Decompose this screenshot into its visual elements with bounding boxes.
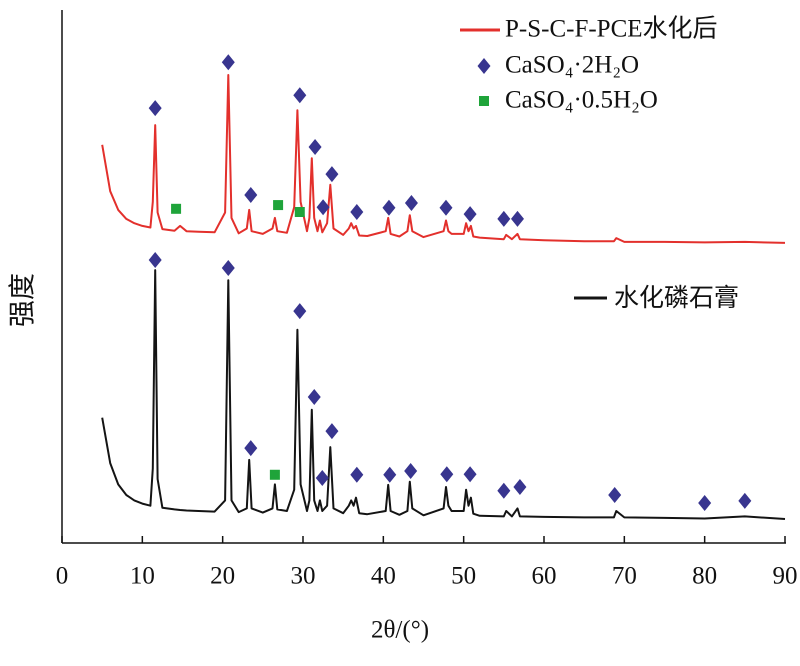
marker-diamond (315, 469, 329, 486)
marker-diamond (738, 492, 752, 509)
marker-diamond (244, 440, 258, 457)
marker-diamond (221, 54, 235, 71)
marker-diamond (463, 206, 477, 223)
marker-diamond (463, 466, 477, 483)
x-tick-label: 30 (291, 563, 316, 590)
marker-diamond (350, 466, 364, 483)
marker-diamond (497, 210, 511, 227)
x-tick-label: 70 (612, 563, 637, 590)
marker-square (479, 96, 489, 106)
marker-diamond (293, 87, 307, 104)
marker-diamond (513, 479, 527, 496)
marker-diamond (404, 194, 418, 211)
legend-label: P-S-C-F-PCE水化后 (505, 15, 718, 43)
marker-diamond (477, 58, 491, 74)
marker-diamond (404, 463, 418, 480)
marker-square (171, 203, 182, 214)
x-tick-label: 0 (56, 563, 69, 590)
marker-diamond (698, 495, 712, 512)
x-tick-label: 40 (371, 563, 396, 590)
marker-diamond (439, 199, 453, 216)
marker-diamond (497, 482, 511, 499)
legend-label: 水化磷石膏 (614, 283, 739, 312)
marker-diamond (325, 423, 339, 440)
x-tick-label: 60 (532, 563, 557, 590)
marker-square (294, 207, 305, 218)
marker-diamond (316, 199, 330, 216)
x-tick-label: 50 (451, 563, 476, 590)
marker-square (273, 200, 284, 211)
marker-diamond (244, 186, 258, 203)
x-tick-label: 80 (692, 563, 717, 590)
legend-label: CaSO₄·2H₂O (505, 52, 639, 79)
marker-diamond (308, 138, 322, 155)
marker-diamond (307, 388, 321, 405)
marker-diamond (148, 251, 162, 268)
x-axis-label: 2θ/(°) (371, 617, 429, 644)
x-tick-label: 20 (210, 563, 235, 590)
x-tick-label: 10 (130, 563, 155, 590)
legend-label: CaSO₄·0.5H₂O (505, 87, 658, 114)
marker-diamond (440, 466, 454, 483)
marker-diamond (608, 487, 622, 504)
y-axis-label: 强度 (8, 273, 39, 327)
marker-square (269, 469, 280, 480)
marker-diamond (148, 100, 162, 117)
marker-diamond (510, 210, 524, 227)
marker-diamond (350, 204, 364, 221)
marker-diamond (325, 166, 339, 183)
marker-diamond (383, 466, 397, 483)
marker-diamond (293, 303, 307, 320)
series-line (101, 74, 786, 244)
series-line (101, 269, 786, 520)
marker-diamond (382, 199, 396, 216)
marker-diamond (221, 259, 235, 276)
x-tick-label: 90 (773, 563, 798, 590)
